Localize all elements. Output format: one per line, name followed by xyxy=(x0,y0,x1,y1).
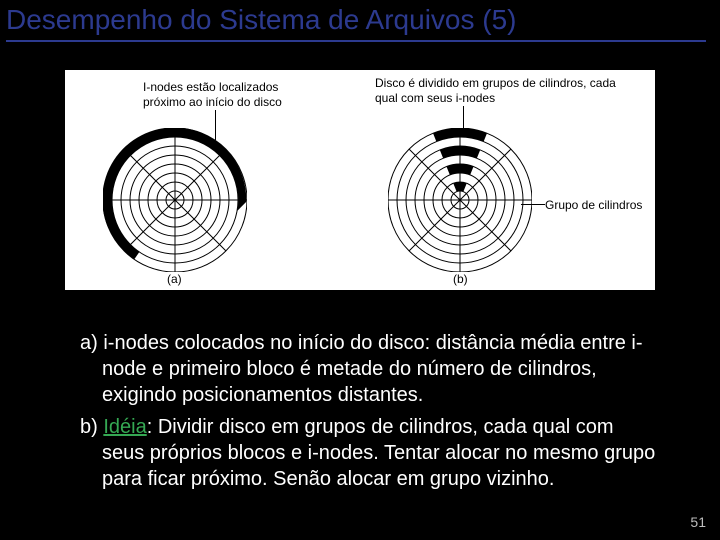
paragraph-b: b) Idéia: Dividir disco em grupos de cil… xyxy=(60,414,660,492)
slide: Desempenho do Sistema de Arquivos (5) I-… xyxy=(0,0,720,540)
page-title: Desempenho do Sistema de Arquivos (5) xyxy=(6,4,706,42)
callout-b2: Grupo de cilindros xyxy=(545,198,655,213)
para-b-prefix: b) xyxy=(80,416,103,438)
figure-area: I-nodes estão localizadospróximo ao iníc… xyxy=(65,70,655,290)
callout-b1-text: Disco é dividido em grupos de cilindros,… xyxy=(375,76,616,105)
callout-b2-text: Grupo de cilindros xyxy=(545,198,642,212)
label-b: (b) xyxy=(453,272,468,286)
callout-b1: Disco é dividido em grupos de cilindros,… xyxy=(375,76,653,106)
idea-word: Idéia xyxy=(103,416,146,438)
paragraph-a: a) i-nodes colocados no início do disco:… xyxy=(60,330,660,408)
para-b-rest: : Dividir disco em grupos de cilindros, … xyxy=(102,416,655,490)
page-number: 51 xyxy=(690,514,706,530)
body-text: a) i-nodes colocados no início do disco:… xyxy=(60,330,660,498)
label-a: (a) xyxy=(167,272,182,286)
disk-a-diagram xyxy=(103,128,247,272)
disk-b-diagram xyxy=(388,128,532,272)
callout-a: I-nodes estão localizadospróximo ao iníc… xyxy=(143,80,343,110)
callout-a-text: I-nodes estão localizadospróximo ao iníc… xyxy=(143,80,282,109)
